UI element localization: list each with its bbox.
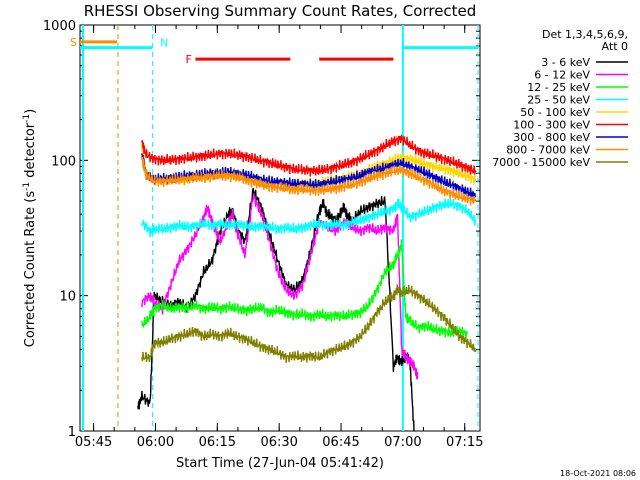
timestamp-footer: 18-Oct-2021 08:06 [560,469,636,478]
legend-label-1: 6 - 12 keV [534,69,590,82]
axis-ticks: 1 10 100 1000 05:45 06:00 06:15 06:30 06:45 07:00… [43,19,484,450]
y-tick-label: 100 [51,154,76,169]
series-line-5 [141,134,477,177]
legend-header-1: Det 1,3,4,5,6,9, [542,28,628,41]
x-tick-label: 05:45 [75,435,112,450]
y-axis-label: Corrected Count Rate (s-1 detector-1) [22,109,38,347]
x-axis-label: Start Time (27-Jun-04 05:41:42) [176,456,384,471]
plot-border [79,24,481,432]
legend-label-8: 7000 - 15000 keV [492,156,590,169]
x-tick-label: 06:30 [260,435,297,450]
y-label-sup-1: -1 [22,182,32,191]
legend-label-5: 100 - 300 keV [513,119,590,132]
series-line-2 [141,239,469,340]
legend-label-0: 3 - 6 keV [541,56,590,69]
chart-title: RHESSI Observing Summary Count Rates, Co… [84,2,477,20]
state-label-F: F [185,53,191,66]
y-label-sup-2: -1 [22,114,32,123]
state-label-N: N [160,37,168,50]
y-label-part-end: ) [23,109,38,114]
x-tick-label: 06:15 [199,435,236,450]
plot-area [79,24,481,432]
y-tick-label: 10 [59,290,76,305]
series-line-3 [141,198,477,238]
legend-label-4: 50 - 100 keV [520,106,590,119]
state-label-S: S [70,36,77,49]
legend-label-2: 12 - 25 keV [527,81,590,94]
x-tick-label: 07:00 [384,435,421,450]
y-tick-label: 1000 [43,19,76,34]
x-tick-label: 07:15 [446,435,483,450]
series-line-1 [141,193,419,381]
series-line-8 [141,284,477,364]
x-tick-label: 06:45 [322,435,359,450]
y-tick-label: 1 [68,425,76,440]
y-label-part-mid: detector [23,122,38,182]
legend-label-3: 25 - 50 keV [527,94,590,107]
series-line-0 [137,187,415,432]
data-series [137,134,477,432]
legend-label-7: 800 - 7000 keV [506,144,590,157]
legend-header-2: Att 0 [602,40,628,53]
y-label-part-main: Corrected Count Rate (s [23,191,38,348]
state-bars: S N F [70,36,478,66]
legend-label-6: 300 - 800 keV [513,131,590,144]
x-tick-label: 06:00 [137,435,174,450]
series-line-7 [141,157,477,206]
